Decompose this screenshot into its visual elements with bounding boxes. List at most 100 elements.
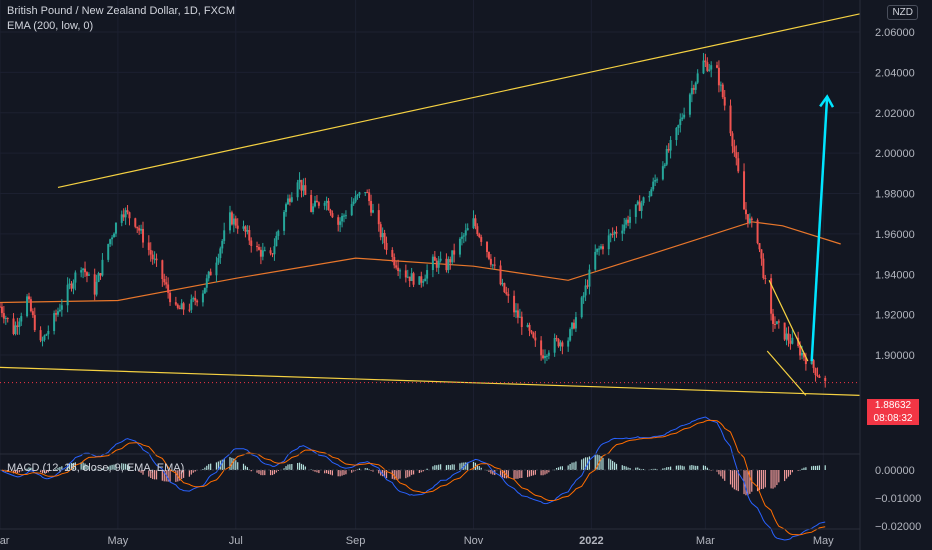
macd-histogram-bar — [53, 470, 55, 471]
candle-body — [84, 268, 87, 273]
candle-body — [775, 321, 778, 325]
projection-arrow — [810, 96, 829, 362]
candle-body — [234, 218, 237, 226]
candle-body — [627, 219, 630, 223]
macd-histogram-bar — [426, 468, 428, 470]
macd-axis[interactable]: 0.00000 −0.01000 −0.02000 — [875, 465, 921, 533]
candle-body — [515, 310, 517, 313]
candle-body — [56, 311, 59, 315]
candle-body — [126, 210, 129, 213]
candle-body — [760, 249, 763, 259]
macd-histogram-bar — [223, 458, 225, 470]
macd-histogram-bar — [492, 470, 494, 475]
candle-body — [18, 321, 21, 327]
macd-histogram-bar — [397, 470, 399, 480]
candle-body — [87, 274, 90, 276]
macd-histogram-bar — [515, 470, 517, 479]
candle-body — [70, 283, 73, 289]
candle-body — [371, 210, 374, 213]
candle-body — [559, 342, 562, 347]
candle-body — [679, 119, 682, 126]
macd-histogram-bar — [668, 467, 670, 470]
currency-button[interactable]: NZD — [887, 5, 918, 20]
macd-histogram-bar — [559, 466, 562, 470]
time-tick-label: Nov — [464, 535, 484, 547]
macd-histogram-bar — [154, 470, 156, 480]
macd-legend[interactable]: MACD (12, 26, close, 9, EMA, EMA) — [7, 462, 185, 474]
macd-histogram-bar — [163, 470, 165, 482]
time-axis[interactable]: Mar May Jul Sep Nov 2022 Mar May — [0, 535, 834, 547]
macd-histogram-bar — [501, 470, 504, 478]
macd-histogram-bar — [569, 464, 571, 470]
candle-body — [381, 232, 384, 238]
macd-histogram-bar — [314, 470, 316, 472]
candle-body — [652, 181, 655, 190]
candle-body — [526, 324, 529, 328]
macd-histogram-bar — [287, 464, 289, 470]
candle-body — [356, 194, 359, 197]
candle-body — [286, 198, 289, 205]
price-axis[interactable]: 2.06000 2.04000 2.02000 2.00000 1.98000 1.960… — [875, 27, 915, 362]
macd-histogram-bar — [735, 470, 737, 491]
macd-histogram-bar — [805, 467, 807, 470]
macd-histogram-bar — [297, 462, 299, 470]
candle-body — [503, 283, 506, 293]
macd-histogram-bar — [749, 470, 751, 494]
candle-body — [460, 236, 463, 239]
trendline — [57, 13, 861, 189]
macd-histogram-bar — [61, 466, 63, 470]
candle-body — [60, 305, 63, 310]
macd-histogram-bar — [148, 470, 150, 477]
macd-histogram-bar — [39, 470, 42, 473]
candle-body — [520, 316, 523, 328]
macd-tick-label: −0.01000 — [875, 493, 921, 505]
macd-histogram-bar — [697, 465, 699, 470]
candle-body — [95, 281, 98, 295]
candle-body — [339, 221, 342, 225]
macd-histogram-bar — [540, 470, 542, 476]
candle-body — [43, 335, 46, 340]
ema-legend[interactable]: EMA (200, low, 0) — [7, 20, 94, 32]
macd-histogram-bar — [34, 470, 36, 471]
candle-body — [256, 245, 259, 248]
macd-histogram-bar — [451, 464, 453, 470]
macd-histogram-bar — [289, 464, 291, 470]
candle-body — [824, 377, 827, 382]
candle-body — [161, 260, 164, 280]
macd-histogram-bar — [217, 461, 219, 470]
macd-histogram-bar — [472, 461, 475, 470]
price-tick-label: 2.04000 — [875, 67, 915, 79]
candle-body — [814, 368, 817, 376]
candle-body — [246, 230, 249, 232]
candle-body — [263, 250, 266, 252]
candle-body — [561, 342, 564, 347]
candle-body — [642, 197, 645, 204]
macd-histogram-bar — [654, 468, 656, 470]
candle-body — [343, 215, 345, 217]
candle-body — [600, 246, 603, 249]
macd-histogram-bar — [764, 470, 766, 488]
macd-histogram-bar — [486, 469, 488, 471]
macd-histogram-bar — [594, 454, 596, 470]
symbol-title[interactable]: British Pound / New Zealand Dollar, 1D, … — [7, 5, 236, 17]
candle-body — [4, 318, 7, 320]
candle-body — [629, 216, 632, 223]
candle-body — [710, 65, 713, 70]
candle-body — [107, 244, 110, 260]
candle-body — [677, 125, 680, 128]
candle-body — [729, 105, 732, 134]
macd-histogram-bar — [405, 470, 407, 479]
macd-histogram-bar — [610, 459, 612, 470]
candle-body — [420, 276, 423, 283]
macd-histogram-bar — [126, 464, 129, 470]
macd-histogram-bar — [109, 465, 111, 470]
macd-histogram-bar — [32, 468, 34, 470]
candle-body — [325, 200, 328, 203]
drawings-layer[interactable] — [0, 13, 861, 396]
macd-histogram-bar — [167, 470, 169, 482]
candle-body — [466, 228, 469, 231]
candle-body — [690, 88, 693, 95]
macd-histogram-bar — [799, 469, 801, 471]
candle-body — [433, 256, 436, 261]
